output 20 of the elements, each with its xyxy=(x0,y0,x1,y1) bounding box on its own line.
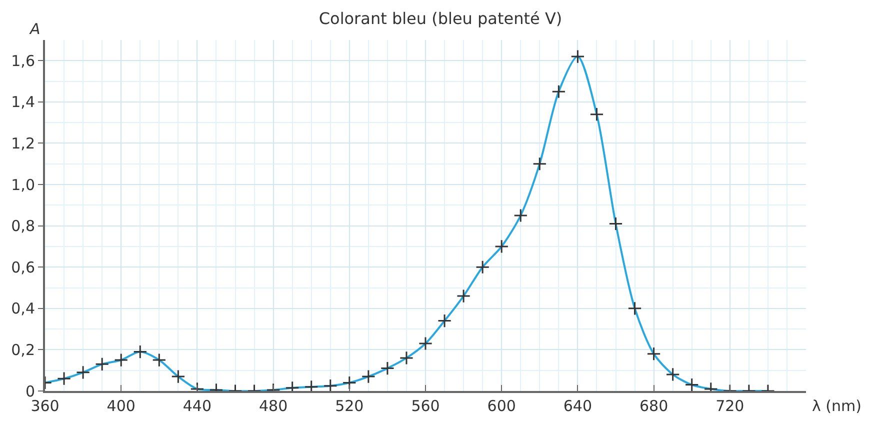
y-tick-label: 0,2 xyxy=(11,340,35,359)
y-axis-title: A xyxy=(29,20,40,38)
x-tick-label: 440 xyxy=(182,397,212,415)
x-tick-label: 520 xyxy=(335,397,364,415)
y-tick-label: 0,4 xyxy=(11,300,35,318)
x-tick-label: 640 xyxy=(563,397,592,415)
x-tick-label: 560 xyxy=(411,397,440,415)
y-tick-label: 1,4 xyxy=(11,93,35,112)
x-tick-label: 400 xyxy=(106,397,136,415)
chart-title: Colorant bleu (bleu patenté V) xyxy=(318,8,562,28)
x-tick-label: 600 xyxy=(487,397,516,415)
y-tick-label: 0,6 xyxy=(11,258,35,276)
x-tick-label: 480 xyxy=(258,397,288,415)
x-axis-title: λ (nm) xyxy=(812,397,862,415)
x-tick-label: 720 xyxy=(716,397,744,415)
y-tick-label: 1,6 xyxy=(11,52,35,70)
y-tick-label: 0,8 xyxy=(11,217,35,236)
y-tick-label: 1,2 xyxy=(11,134,35,152)
y-tick-label: 1,0 xyxy=(11,176,35,194)
x-tick-label: 680 xyxy=(639,397,668,415)
